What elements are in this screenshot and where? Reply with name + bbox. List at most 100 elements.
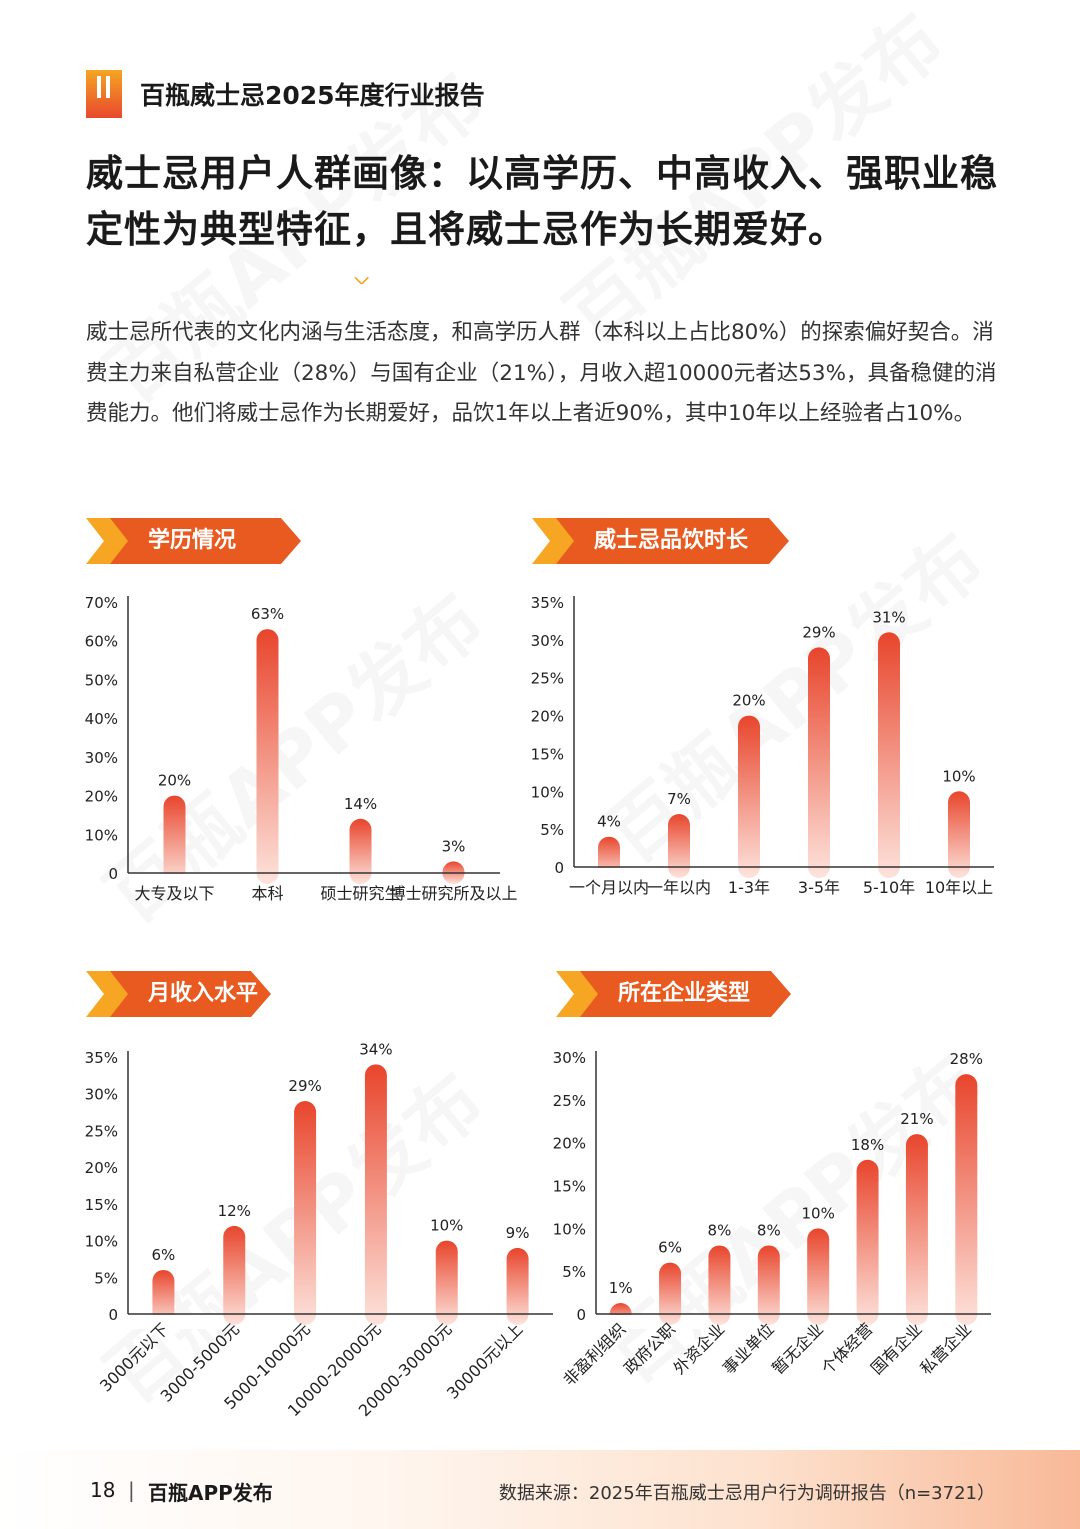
y-tick-label: 15% [531, 745, 564, 763]
chart-drinking-duration: 0 5% 10% 15% 20% 25% 30% 35% 4% 一个月以内 7% 一年以内 20% 1-3… [531, 594, 995, 897]
banner-drinking-duration: 威士忌品饮时长 [532, 518, 794, 564]
bar [757, 1245, 780, 1325]
chart-monthly-income: 05%10%15%20%25%30%35%6%3000元以下12%3000-50… [85, 1040, 554, 1420]
banner-company-type: 所在企业类型 [556, 971, 796, 1017]
banner-label: 学历情况 [148, 528, 237, 553]
bar [659, 1262, 682, 1325]
bar [349, 818, 372, 884]
banner-education: 学历情况 [86, 518, 306, 564]
bar [856, 1159, 879, 1325]
y-tick-label: 20% [85, 1159, 118, 1177]
x-category-label: 大专及以下 [134, 884, 214, 903]
x-category-label: 硕士研究生 [320, 884, 400, 903]
bar-value-label: 12% [218, 1202, 251, 1220]
bar-value-label: 14% [344, 795, 377, 813]
y-tick-label: 30% [553, 1049, 586, 1067]
bar [435, 1240, 458, 1325]
y-tick-label: 35% [85, 1049, 118, 1067]
footer-separator: | [128, 1478, 135, 1502]
bar-value-label: 20% [158, 772, 191, 790]
page-headline: 威士忌用户人群画像：以高学历、中高收入、强职业稳 定性为典型特征，且将威士忌作为… [86, 146, 1006, 258]
axis-cover [597, 1315, 992, 1329]
x-category-label: 3-5年 [798, 878, 840, 897]
banner-arrow-icon [556, 971, 791, 1017]
chart-company-type: 05%10%15%20%25%30%1%非盈利组织6%政府公职8%外资企业8%事… [553, 1049, 992, 1389]
axis-cover [129, 1315, 554, 1329]
bar-value-label: 4% [597, 813, 621, 831]
x-category-label: 1-3年 [728, 878, 770, 897]
y-tick-label: 10% [531, 783, 564, 801]
bar-value-label: 9% [506, 1224, 530, 1242]
y-tick-label: 60% [85, 633, 118, 651]
bar [506, 1247, 529, 1325]
headline-line-2: 定性为典型特征，且将威士忌作为长期爱好。 [86, 208, 846, 251]
y-tick-label: 30% [85, 749, 118, 767]
bar [708, 1245, 731, 1325]
bar-value-label: 20% [732, 692, 765, 710]
y-tick-label: 0 [554, 859, 564, 877]
intro-paragraph: 威士忌所代表的文化内涵与生活态度，和高学历人群（本科以上占比80%）的探索偏好契… [86, 320, 997, 426]
bar-value-label: 8% [708, 1221, 732, 1239]
x-category-label: 一年以内 [647, 878, 711, 897]
banner-monthly-income: 月收入水平 [86, 971, 276, 1017]
bar-value-label: 3% [442, 837, 466, 855]
bar-value-label: 21% [900, 1110, 933, 1128]
bar [878, 632, 900, 878]
bar [152, 1269, 175, 1325]
y-tick-label: 10% [85, 826, 118, 844]
page-number: 18 [90, 1478, 116, 1502]
bar-value-label: 29% [802, 623, 835, 641]
x-category-label: 30000元以上 [443, 1319, 526, 1402]
y-tick-label: 40% [85, 710, 118, 728]
bar [948, 791, 970, 878]
bar-value-label: 34% [359, 1040, 392, 1058]
bar [294, 1101, 317, 1325]
y-tick-label: 0 [576, 1306, 586, 1324]
axis-cover [129, 874, 501, 888]
bar [223, 1225, 246, 1325]
y-tick-label: 30% [85, 1086, 118, 1104]
publisher-label: 百瓶APP发布 [148, 1481, 273, 1505]
chart-education: 0 10% 20% 30% 40% 50% 60% 70% 20% 大专及以下 63% 本科 14% 硕士… [85, 594, 518, 903]
y-tick-label: 15% [553, 1178, 586, 1196]
banner-arrow-icon [532, 518, 789, 564]
headline-divider [161, 276, 919, 284]
page-footer: 18 | 百瓶APP发布 数据来源：2025年百瓶威士忌用户行为调研报告（n=3… [0, 1450, 1080, 1529]
banner-label: 月收入水平 [148, 981, 259, 1006]
bar [364, 1064, 387, 1325]
bar [668, 814, 690, 878]
y-tick-label: 35% [531, 594, 564, 612]
logo-mark-icon [86, 70, 122, 118]
headline-line-1: 威士忌用户人群画像：以高学历、中高收入、强职业稳 [86, 152, 998, 195]
x-category-label: 5-10年 [863, 878, 915, 897]
y-tick-label: 20% [85, 788, 118, 806]
y-tick-label: 5% [562, 1263, 586, 1281]
y-tick-label: 10% [553, 1220, 586, 1238]
x-category-label: 博士研究所及以上 [389, 884, 517, 903]
bar-value-label: 10% [430, 1217, 463, 1235]
banner-arrow-icon [86, 518, 301, 564]
report-header: 百瓶威士忌2025年度行业报告 [86, 70, 485, 118]
y-tick-label: 30% [531, 632, 564, 650]
bar [256, 629, 279, 884]
data-source: 数据来源：2025年百瓶威士忌用户行为调研报告（n=3721） [498, 1483, 995, 1504]
bar [955, 1074, 978, 1325]
bar-value-label: 8% [757, 1221, 781, 1239]
y-tick-label: 0 [108, 1306, 118, 1324]
y-tick-label: 5% [94, 1269, 118, 1287]
y-tick-label: 20% [531, 708, 564, 726]
x-category-label: 3000元以下 [96, 1319, 172, 1395]
x-category-label: 非盈利组织 [560, 1319, 630, 1389]
bar [807, 1228, 830, 1325]
x-category-label: 一个月以内 [569, 878, 649, 897]
y-tick-label: 25% [553, 1092, 586, 1110]
bar-value-label: 29% [288, 1077, 321, 1095]
bar-value-label: 63% [251, 605, 284, 623]
bar-value-label: 28% [950, 1050, 983, 1068]
y-tick-label: 50% [85, 671, 118, 689]
bar [163, 795, 186, 884]
y-tick-label: 25% [531, 670, 564, 688]
y-tick-label: 70% [85, 594, 118, 612]
y-tick-label: 25% [85, 1122, 118, 1140]
y-tick-label: 10% [85, 1233, 118, 1251]
